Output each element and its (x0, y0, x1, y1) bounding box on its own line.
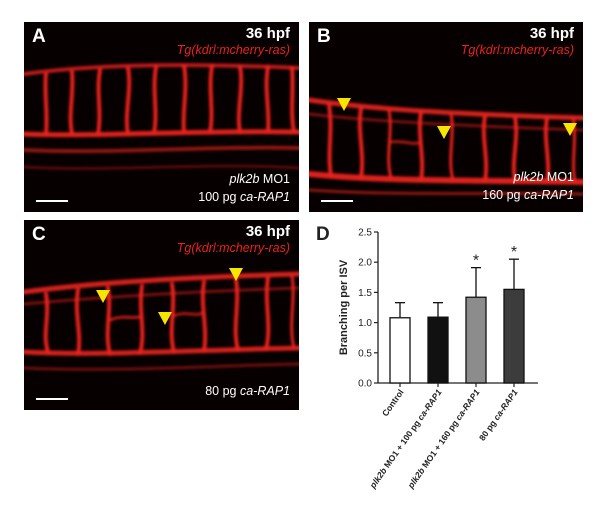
y-tick-label: 1.5 (358, 288, 372, 299)
condition-line2-a: 100 pg ca-RAP1 (198, 190, 290, 204)
arrowhead-marker (96, 290, 110, 303)
scale-bar-c (36, 398, 68, 400)
x-tick-label: Control (380, 387, 406, 418)
arrowhead-marker (563, 123, 577, 136)
panel-letter-d: D (316, 224, 330, 245)
image-panel-c: C 36 hpf Tg(kdrl:mcherry-ras) 80 pg ca-R… (24, 220, 299, 410)
transgene-label-a: Tg(kdrl:mcherry-ras) (176, 43, 290, 57)
x-tick-label: 80 pg ca-RAP1 (477, 387, 520, 442)
stage-label-b: 36 hpf (529, 25, 574, 42)
transgene-label-c: Tg(kdrl:mcherry-ras) (176, 241, 290, 255)
panel-letter-c: C (32, 224, 46, 245)
image-panel-a: A 36 hpf Tg(kdrl:mcherry-ras) plk2b MO1 … (24, 22, 299, 212)
y-tick-label: 1.0 (358, 318, 372, 329)
condition-line2-b: 160 pg ca-RAP1 (482, 188, 574, 202)
significance-marker: * (511, 244, 517, 261)
bar (389, 317, 411, 384)
bar (465, 296, 487, 384)
y-tick-label: 2.0 (358, 258, 372, 269)
panel-letter-b: B (317, 26, 331, 47)
significance-marker: * (473, 253, 479, 270)
arrowhead-marker (158, 312, 172, 325)
image-panel-b: B 36 hpf Tg(kdrl:mcherry-ras) plk2b MO1 … (309, 22, 583, 212)
condition-line1-a: plk2b MO1 (229, 172, 290, 186)
stage-label-a: 36 hpf (245, 25, 290, 42)
bar (503, 288, 525, 384)
arrowhead-marker (229, 268, 243, 281)
branching-bar-chart: 0.0 0.5 1.0 1.5 2.0 2.5 Branching per ISV * * Con… (338, 228, 538, 491)
condition-line2-c: 80 pg ca-RAP1 (205, 384, 290, 398)
y-tick-label: 0.5 (358, 348, 372, 359)
stage-label-c: 36 hpf (245, 223, 290, 240)
panel-letter-a: A (32, 26, 46, 47)
arrowhead-marker (437, 126, 451, 139)
vessel-image-a (24, 63, 299, 170)
vessel-image-c (24, 271, 299, 371)
y-tick-label: 2.5 (358, 228, 372, 239)
bar (427, 316, 449, 384)
x-tick-label: plk2b MO1 + 160 pg ca-RAP1 (405, 387, 482, 491)
scale-bar-b (321, 200, 353, 202)
y-axis-label: Branching per ISV (338, 259, 350, 355)
transgene-label-b: Tg(kdrl:mcherry-ras) (460, 43, 574, 57)
arrowhead-marker (337, 98, 351, 111)
x-tick-label: plk2b MO1 + 100 pg ca-RAP1 (367, 387, 444, 491)
scale-bar-a (36, 200, 68, 202)
condition-line1-b: plk2b MO1 (513, 170, 574, 184)
y-tick-label: 0.0 (358, 379, 372, 390)
